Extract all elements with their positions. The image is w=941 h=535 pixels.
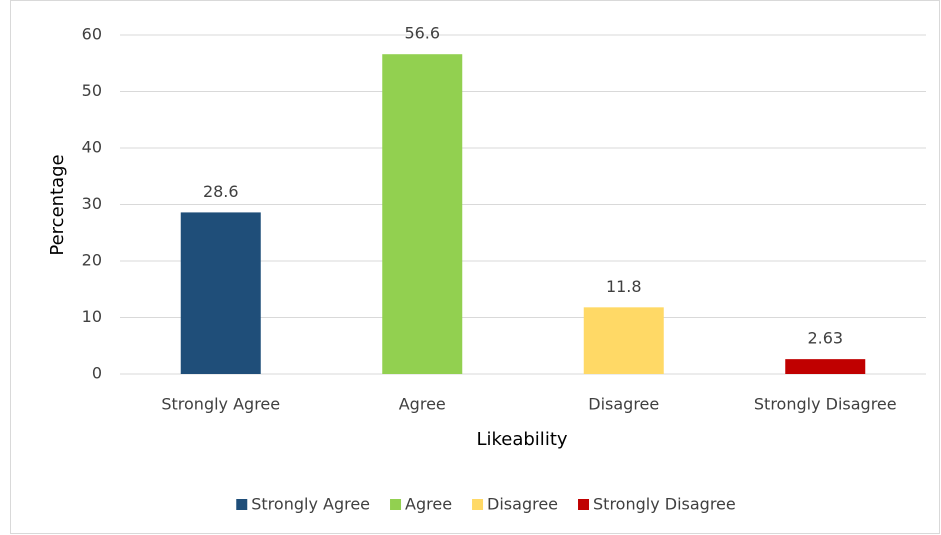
y-tick-label: 0 — [92, 364, 102, 383]
legend-swatch — [236, 499, 248, 510]
y-tick-label: 20 — [82, 251, 102, 270]
legend-swatch — [578, 499, 590, 510]
y-axis-title: Percentage — [47, 154, 68, 255]
data-label: 56.6 — [404, 24, 440, 43]
data-label: 2.63 — [807, 329, 843, 348]
x-axis-title: Likeability — [476, 429, 567, 450]
legend-label: Disagree — [487, 495, 558, 514]
y-tick-label: 40 — [82, 138, 102, 157]
legend-label: Agree — [405, 495, 452, 514]
legend-label: Strongly Disagree — [593, 495, 736, 514]
bar — [583, 307, 664, 374]
x-tick-label: Strongly Disagree — [754, 395, 897, 414]
legend-swatch — [390, 499, 402, 510]
legend-swatch — [472, 499, 484, 510]
bar — [180, 212, 261, 374]
y-tick-label: 50 — [82, 81, 102, 100]
chart-frame — [10, 0, 940, 534]
x-tick-label: Strongly Agree — [161, 395, 280, 414]
legend-label: Strongly Agree — [251, 495, 370, 514]
y-tick-label: 30 — [82, 194, 102, 213]
data-label: 28.6 — [203, 182, 239, 201]
y-tick-label: 60 — [82, 25, 102, 44]
data-label: 11.8 — [606, 277, 642, 296]
y-tick-label: 10 — [82, 307, 102, 326]
x-tick-label: Agree — [399, 395, 446, 414]
bar — [785, 359, 866, 374]
bar — [382, 54, 463, 375]
x-tick-label: Disagree — [588, 395, 659, 414]
